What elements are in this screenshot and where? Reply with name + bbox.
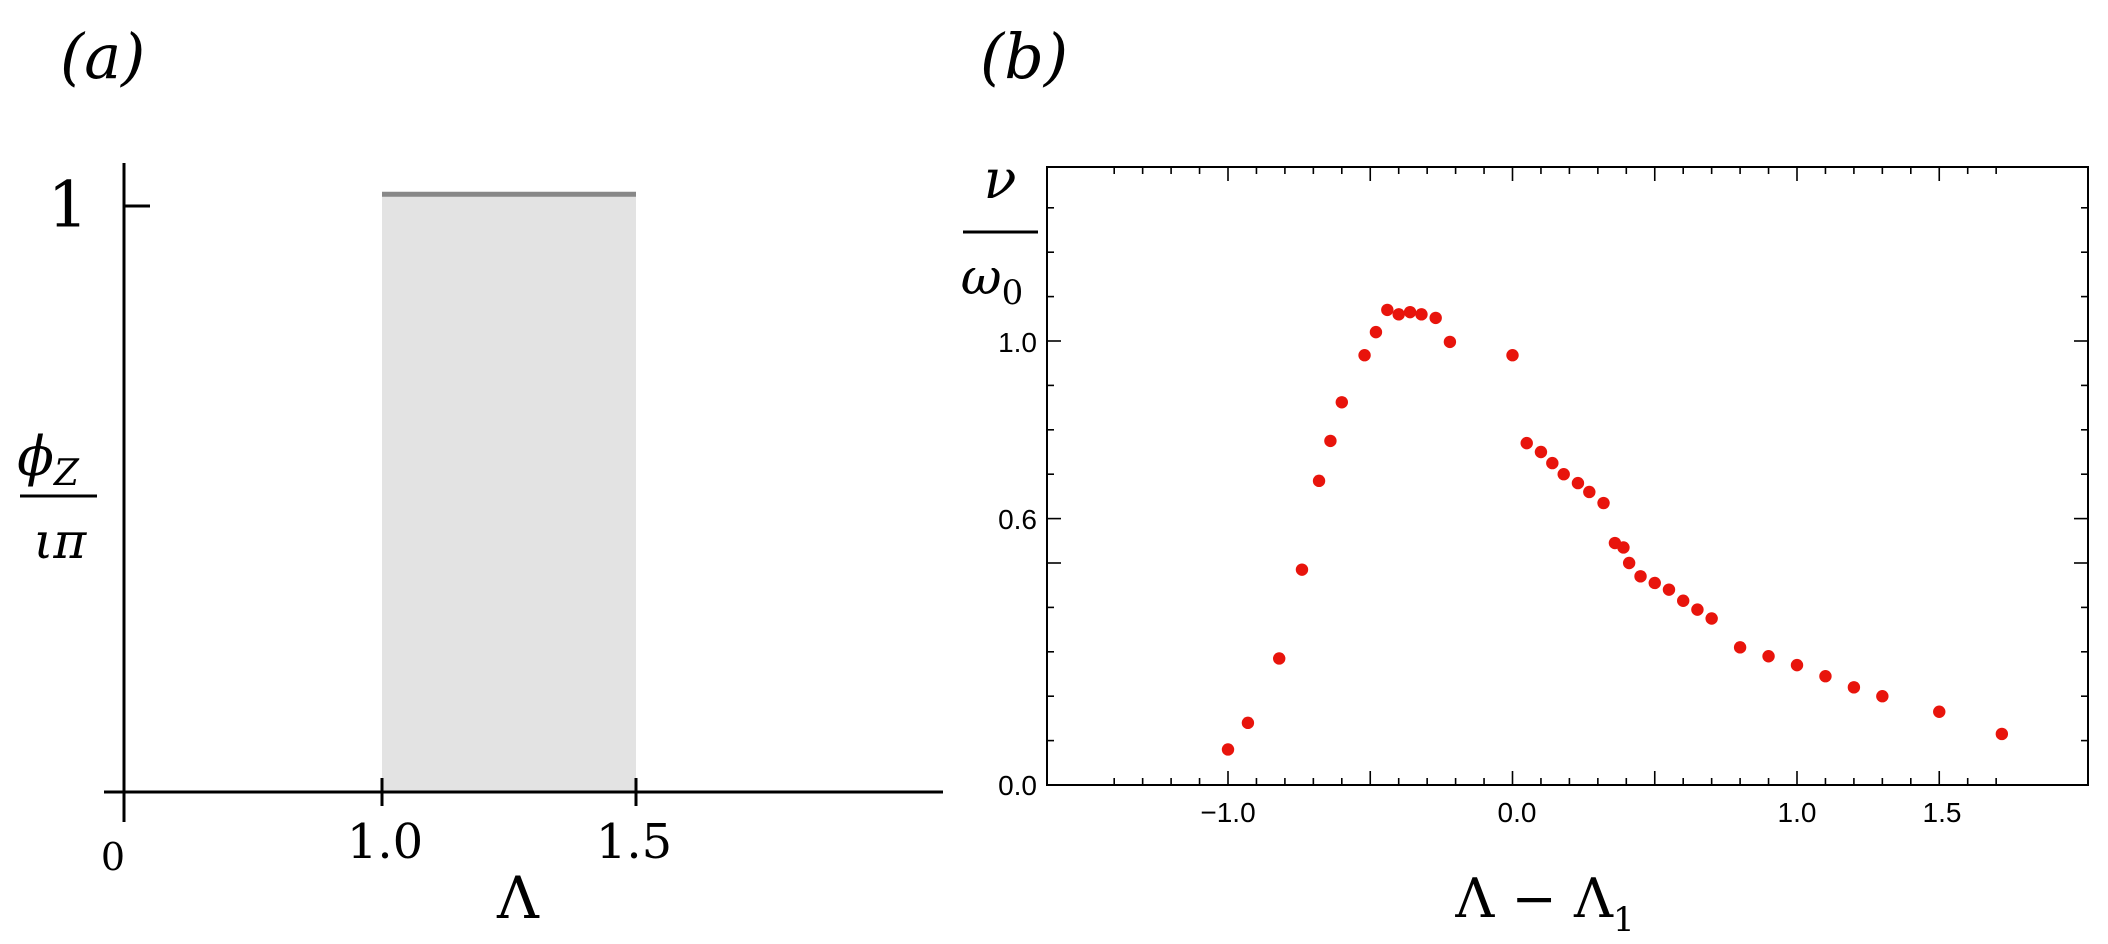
panel-a: (a) 1 1.0 1.5 0 Λ ϕZ ιπ	[17, 20, 943, 932]
data-point	[1662, 583, 1676, 596]
panel-a-label: (a)	[60, 20, 145, 93]
data-point	[1273, 652, 1286, 665]
data-point	[1295, 563, 1309, 576]
data-point	[1312, 474, 1326, 488]
data-point	[1597, 496, 1610, 510]
data-point	[1429, 311, 1442, 325]
panel-b-ticks	[1047, 167, 2088, 785]
data-point	[1571, 476, 1585, 490]
data-point	[1392, 308, 1405, 321]
panel-b-y-label-num: ν	[984, 148, 1017, 211]
panel-b-x-label: Λ − Λ	[1454, 867, 1614, 930]
data-point	[1546, 456, 1559, 470]
panel-a-x-tick-label-2: 1.5	[596, 814, 672, 870]
panel-a-x-label: Λ	[496, 864, 540, 932]
data-point	[1634, 570, 1647, 583]
data-point	[1241, 716, 1255, 730]
data-point	[1335, 396, 1349, 409]
panel-a-y-label-den: ιπ	[34, 512, 88, 570]
panel-a-origin-label: 0	[101, 835, 125, 879]
svg-text:Λ − Λ1: Λ − Λ1	[1454, 867, 1634, 940]
data-point	[1876, 690, 1889, 703]
panel-a-y-label: ϕZ ιπ	[17, 425, 97, 570]
data-point	[1691, 603, 1704, 616]
panel-b: (b) −1.0 0.0 1.0 1.5 0.0 0.6 1.0 ν ω0 Λ …	[961, 20, 2089, 940]
data-point	[1415, 308, 1428, 321]
data-point	[1369, 325, 1383, 339]
data-point	[1403, 305, 1417, 319]
data-point	[1762, 650, 1775, 663]
panel-b-x-tick-label-2: 0.0	[1498, 797, 1537, 828]
panel-b-y-tick-label-1: 0.0	[998, 770, 1037, 801]
panel-a-y-label-num-sub: Z	[53, 453, 80, 494]
data-point	[1358, 349, 1371, 362]
data-point	[1733, 641, 1747, 654]
data-point	[1221, 743, 1235, 756]
data-point	[1381, 303, 1394, 317]
panel-b-frame	[1046, 166, 2089, 786]
data-point	[1534, 445, 1548, 459]
panel-b-x-tick-label-4: 1.5	[1923, 797, 1962, 828]
panel-b-y-tick-label-2: 0.6	[998, 504, 1037, 535]
data-point	[1819, 670, 1832, 683]
data-point	[1583, 485, 1596, 499]
panel-b-label: (b)	[980, 20, 1068, 93]
panel-b-y-tick-label-3: 1.0	[998, 327, 1037, 358]
data-point	[1557, 468, 1570, 481]
panel-a-x-tick-label-1: 1.0	[347, 814, 423, 870]
panel-b-y-label-den: ω	[961, 248, 1002, 306]
data-point	[1617, 541, 1630, 554]
data-point	[1324, 434, 1337, 448]
panel-b-x-tick-label-3: 1.0	[1778, 797, 1817, 828]
svg-text:ϕZ: ϕZ	[17, 425, 80, 494]
data-point	[1520, 436, 1533, 450]
data-point	[1995, 727, 2009, 741]
data-point	[1790, 658, 1804, 672]
data-point	[1847, 681, 1861, 694]
shaded-region	[382, 194, 636, 792]
data-point	[1506, 349, 1519, 362]
data-point	[1648, 576, 1661, 590]
panel-a-marks	[382, 191, 636, 792]
panel-a-y-label-num: ϕ	[17, 425, 54, 488]
panel-b-x-tick-label-1: −1.0	[1200, 797, 1255, 828]
data-point	[1705, 612, 1718, 625]
svg-text:ω0: ω0	[961, 248, 1023, 313]
panel-a-y-tick-label: 1	[48, 169, 89, 243]
panel-b-y-label-den-sub: 0	[1002, 273, 1024, 313]
data-point	[1933, 705, 1946, 718]
data-point	[1622, 556, 1636, 570]
data-point	[1677, 594, 1690, 607]
panel-b-x-label-sub: 1	[1613, 900, 1635, 940]
data-point	[1443, 335, 1457, 349]
panel-b-y-label: ν ω0	[961, 148, 1038, 313]
panel-b-points	[1221, 303, 2009, 756]
